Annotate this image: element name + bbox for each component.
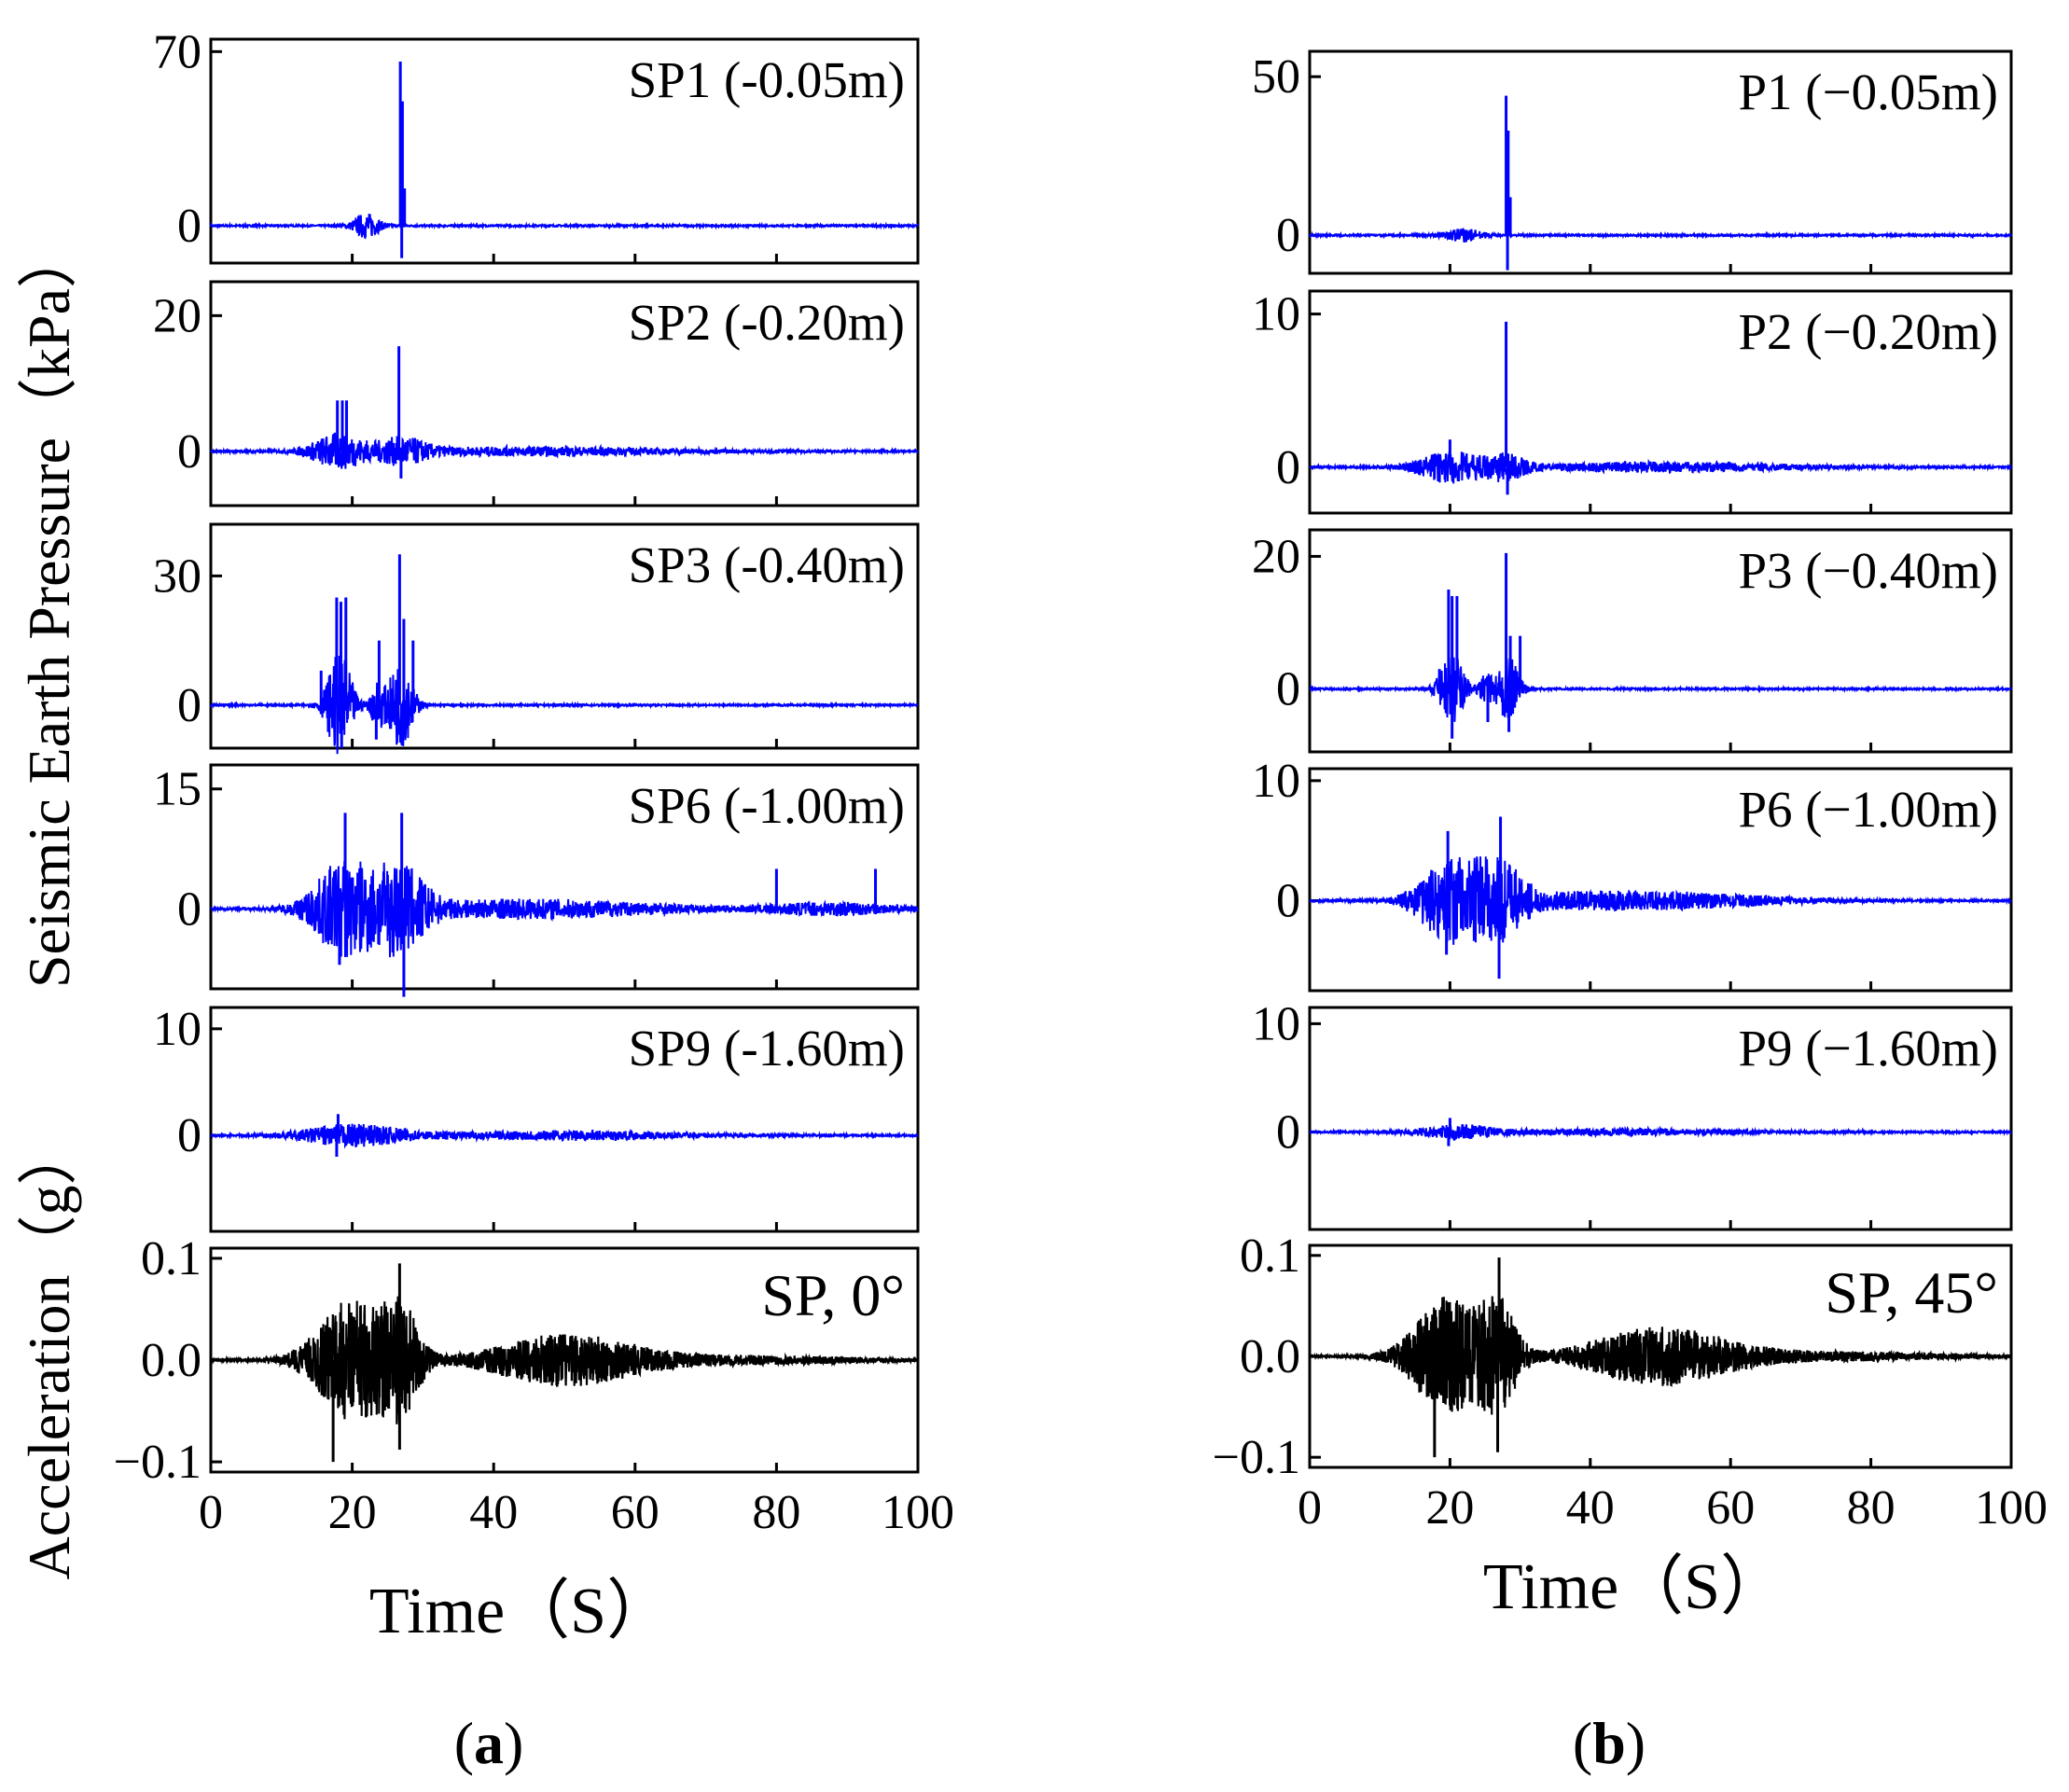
y-tick-label: 0: [1276, 663, 1300, 716]
x-tick-label: 0: [1298, 1481, 1322, 1535]
x-tick-label: 20: [1425, 1481, 1474, 1535]
x-tick-label: 60: [611, 1486, 660, 1539]
signal-trace: [1309, 856, 2012, 945]
subplot-frame: [1308, 767, 2013, 993]
subplot-a-5: 0 10 SP9 (-1.60m): [153, 1003, 920, 1233]
subplot-label: P9 (−1.60m): [1738, 1020, 1998, 1077]
subplot-b-3: 0 20 P3 (−0.40m): [1252, 528, 2013, 754]
y-tick-label: 30: [153, 549, 201, 603]
caption-b: (b): [1573, 1710, 1645, 1776]
subplot-frame: [209, 763, 920, 991]
y-tick-label: 15: [153, 763, 201, 816]
y-tick-label: 0.0: [1240, 1330, 1300, 1383]
y-tick-label: 0: [177, 882, 201, 936]
x-axis-title-a: Time（S）: [369, 1576, 672, 1647]
subplot-label: P1 (−0.05m): [1738, 63, 1998, 120]
signal-trace: [210, 1123, 919, 1149]
y-tick-label: 70: [153, 25, 201, 78]
subplot-b-2: 0 10 P2 (−0.20m): [1252, 288, 2013, 515]
signal-trace: [210, 432, 919, 469]
subplot-frame: [209, 280, 920, 507]
subplot-frame: [209, 37, 920, 265]
y-tick-label: 0.0: [141, 1334, 201, 1387]
y-tick-label: 50: [1252, 50, 1300, 104]
subplot-frame: [209, 522, 920, 750]
y-tick-label: 20: [153, 289, 201, 342]
x-tick-label: 60: [1706, 1481, 1755, 1535]
subplot-b-6: −0.1 0.0 0.1 SP, 45° 0 20 40 60 80 100: [1213, 1229, 2048, 1535]
y-tick-label: 0: [177, 679, 201, 732]
y-tick-label: 0: [177, 200, 201, 253]
subplot-label: P2 (−0.20m): [1738, 303, 1998, 360]
subplot-frame: [1308, 289, 2013, 515]
y-tick-label: 0: [1276, 875, 1300, 928]
y-tick-label: 0: [1276, 209, 1300, 262]
subplot-label: SP1 (-0.05m): [629, 51, 905, 108]
y-tick-label: 10: [1252, 997, 1300, 1050]
subplot-label: P6 (−1.00m): [1738, 781, 1998, 838]
y-tick-label: 10: [1252, 288, 1300, 341]
subplot-label: SP2 (-0.20m): [629, 294, 905, 351]
subplot-b-1: 0 50 P1 (−0.05m): [1252, 49, 2013, 275]
x-tick-label: 40: [469, 1486, 518, 1539]
y-axis-title-acceleration: Acceleration（g）: [16, 1126, 82, 1580]
subplot-a-6: −0.1 0.0 0.1 SP, 0° 0 20 40 60 80 100: [114, 1232, 954, 1539]
subplot-label: P3 (−0.40m): [1738, 542, 1998, 599]
subplot-frame: [1308, 528, 2013, 754]
x-tick-label: 80: [1847, 1481, 1895, 1535]
y-tick-label: −0.1: [114, 1436, 201, 1489]
y-tick-label: 20: [1252, 530, 1300, 583]
y-tick-label: 10: [1252, 755, 1300, 808]
subplot-a-1: 0 70 SP1 (-0.05m): [153, 25, 920, 265]
subplot-a-3: 0 30 SP3 (-0.40m): [153, 522, 920, 755]
signal-trace: [1309, 228, 2012, 243]
subplot-label: SP9 (-1.60m): [629, 1020, 905, 1077]
signal-trace: [1309, 1123, 2012, 1143]
caption-a: (a): [454, 1710, 524, 1776]
subplot-label: SP, 45°: [1825, 1259, 1998, 1326]
subplot-label: SP6 (-1.00m): [629, 777, 905, 834]
subplot-a-2: 0 20 SP2 (-0.20m): [153, 280, 920, 507]
y-tick-label: 0.1: [141, 1232, 201, 1285]
x-tick-label: 100: [1975, 1481, 2048, 1535]
y-tick-label: 0: [177, 425, 201, 479]
signal-trace: [1308, 1296, 2012, 1415]
y-tick-label: 0.1: [1240, 1229, 1300, 1283]
y-tick-label: −0.1: [1213, 1431, 1300, 1484]
subplot-frame: [1308, 1006, 2013, 1231]
signal-trace: [210, 861, 919, 958]
x-tick-label: 0: [199, 1486, 223, 1539]
panels: 0 70 SP1 (-0.05m) 0 20 SP2 (-0.20m) 0 30 SP3 (-0…: [114, 25, 2048, 1539]
x-tick-label: 40: [1566, 1481, 1615, 1535]
x-axis-title-b: Time（S）: [1483, 1551, 1785, 1623]
subplot-b-4: 0 10 P6 (−1.00m): [1252, 755, 2013, 993]
subplot-label: SP, 0°: [761, 1262, 905, 1328]
subplot-frame: [1308, 49, 2013, 275]
y-tick-label: 0: [1276, 1106, 1300, 1160]
y-tick-label: 0: [177, 1109, 201, 1162]
y-tick-label: 0: [1276, 441, 1300, 494]
subplot-a-4: 0 15 SP6 (-1.00m): [153, 763, 920, 997]
y-tick-label: 10: [153, 1003, 201, 1056]
signal-trace: [210, 214, 919, 240]
subplot-b-5: 0 10 P9 (−1.60m): [1252, 997, 2013, 1231]
x-tick-label: 80: [752, 1486, 800, 1539]
x-tick-label: 20: [328, 1486, 377, 1539]
y-axis-title-pressure: Seismic Earth Pressure（kPa）: [16, 229, 82, 988]
signal-trace: [1309, 451, 2012, 484]
x-tick-label: 100: [882, 1486, 954, 1539]
subplot-frame: [209, 1006, 920, 1233]
signal-trace: [1309, 657, 2012, 722]
subplot-label: SP3 (-0.40m): [629, 536, 905, 593]
signal-trace: [210, 653, 919, 755]
signal-trace: [210, 1296, 920, 1424]
